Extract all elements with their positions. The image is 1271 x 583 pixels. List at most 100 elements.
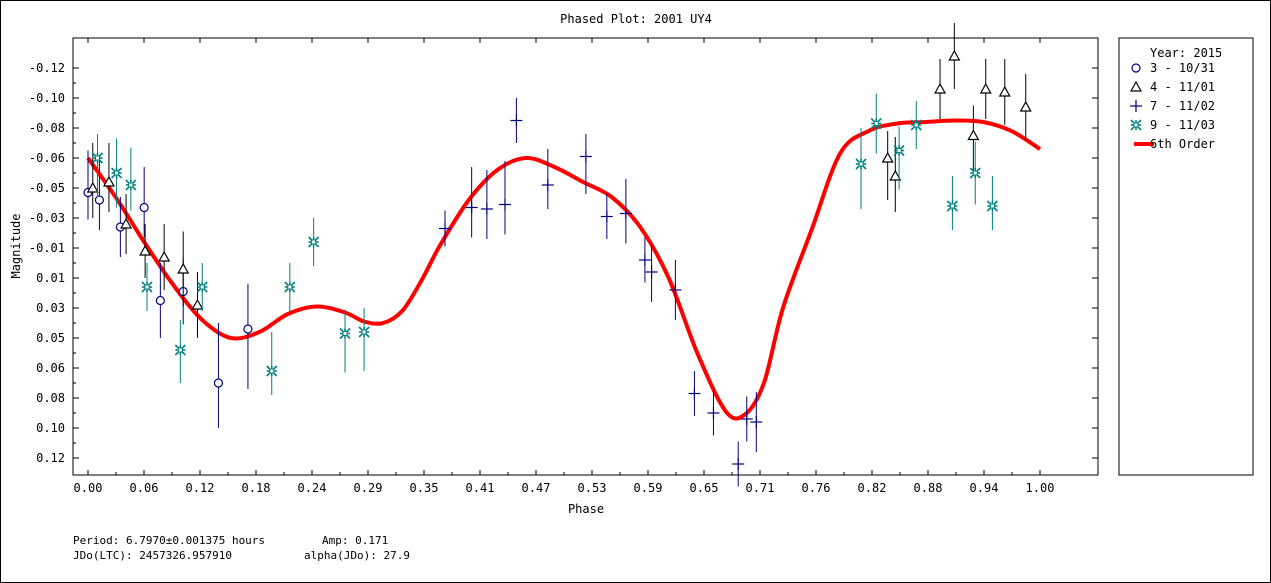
triangle-marker <box>158 250 171 262</box>
x-tick-label: 0.82 <box>858 481 887 495</box>
data-point-asterisk <box>91 152 104 164</box>
data-point-triangle <box>158 250 171 262</box>
y-tick-label: -0.08 <box>29 121 65 135</box>
data-point-plus <box>645 266 658 278</box>
triangle-marker <box>889 169 902 181</box>
data-point-asterisk <box>910 119 922 131</box>
data-point-asterisk <box>266 365 278 377</box>
legend: Year: 2015 3 - 10/31 4 - 11/01 7 - 11/02 9 … <box>1129 46 1222 151</box>
triangle-marker <box>102 175 115 187</box>
data-point-plus <box>688 387 701 400</box>
ast-core <box>989 203 995 209</box>
data-point-triangle <box>881 151 894 163</box>
ast-core <box>342 331 348 336</box>
ast-core <box>144 284 150 290</box>
triangle-marker <box>139 244 152 256</box>
data-point-plus <box>465 201 478 214</box>
data-point-triangle <box>177 262 190 274</box>
plot-area <box>72 37 1099 476</box>
x-tick-label: 0.29 <box>354 481 383 495</box>
period-text: Period: 6.7970±0.001375 hours <box>73 534 266 547</box>
y-tick-label: 0.03 <box>36 301 65 315</box>
ast-core <box>361 329 367 335</box>
legend-entry-label: 6th Order <box>1150 137 1215 151</box>
x-tick-label: 0.00 <box>74 481 103 495</box>
data-point-plus <box>638 254 651 266</box>
axis-ticks: 0.00 0.06 0.12 0.18 0.24 0.29 0.35 0.41 0.47 0.53… <box>29 38 1098 495</box>
ast-core <box>949 203 955 209</box>
data-point-plus <box>740 413 753 425</box>
data-point-plus <box>541 179 554 191</box>
x-tick-label: 0.12 <box>186 481 215 495</box>
data-point-plus <box>600 210 613 223</box>
x-tick-label: 0.76 <box>802 481 831 495</box>
data-point-triangle <box>191 298 204 310</box>
data-point-asterisk <box>196 281 208 293</box>
alpha-text: alpha(JDo): 27.9 <box>304 549 410 562</box>
data-point-plus <box>480 203 493 215</box>
circle-marker <box>213 378 224 388</box>
y-tick-label: -0.12 <box>29 61 65 75</box>
data-point-circle <box>139 202 149 213</box>
data-point-asterisk <box>174 344 186 356</box>
data-point-triangle <box>979 82 992 94</box>
legend-entry-label: 3 - 10/31 <box>1150 61 1215 75</box>
legend-marker-plus <box>1130 100 1142 112</box>
data-point-triangle <box>86 181 99 193</box>
data-point-circle <box>94 195 105 205</box>
ast-core <box>114 170 120 176</box>
data-point-triangle <box>102 175 115 187</box>
legend-entry-label: 9 - 11/03 <box>1150 118 1215 132</box>
data-point-triangle <box>967 129 980 141</box>
data-point-plus <box>707 407 720 419</box>
data-point-asterisk <box>141 281 153 293</box>
legend-title: Year: 2015 <box>1150 46 1222 60</box>
x-tick-label: 0.06 <box>130 481 159 495</box>
data-point-triangle <box>948 49 961 61</box>
data-point-asterisk <box>125 179 137 191</box>
ast-core <box>128 182 134 188</box>
data-point-plus <box>750 416 763 428</box>
data-point-triangle <box>120 217 133 229</box>
ast-core <box>177 347 183 353</box>
data-point-triangle <box>998 85 1011 97</box>
triangle-marker <box>967 129 980 141</box>
triangle-marker <box>177 262 190 274</box>
data-point-asterisk <box>870 117 882 130</box>
x-tick-label: 0.41 <box>466 481 495 495</box>
x-axis-label: Phase <box>568 502 604 516</box>
data-point-plus <box>498 198 511 211</box>
triangle-marker <box>998 85 1011 97</box>
data-point-plus <box>732 458 745 470</box>
x-tick-label: 0.59 <box>634 481 663 495</box>
data-point-triangle <box>934 82 947 94</box>
x-tick-label: 0.35 <box>410 481 439 495</box>
y-tick-label: 0.06 <box>36 361 65 375</box>
ast-core <box>858 161 864 167</box>
x-tick-label: 0.65 <box>690 481 719 495</box>
x-tick-label: 0.24 <box>298 481 327 495</box>
ast-core <box>972 170 978 176</box>
y-tick-label: 0.10 <box>36 421 65 435</box>
y-tick-label: 0.01 <box>36 271 65 285</box>
y-tick-label: -0.05 <box>29 181 65 195</box>
ast-core <box>1133 122 1139 128</box>
x-tick-label: 0.94 <box>970 481 999 495</box>
ast-core <box>287 284 293 290</box>
x-tick-label: 1.00 <box>1026 481 1055 495</box>
data-point-plus <box>510 114 523 127</box>
x-tick-label: 0.18 <box>242 481 271 495</box>
circle-marker <box>139 202 149 213</box>
x-tick-label: 0.53 <box>578 481 607 495</box>
y-tick-label: -0.01 <box>29 241 65 255</box>
data-point-plus <box>619 207 632 220</box>
ast-core <box>896 148 902 153</box>
data-point-asterisk <box>308 236 320 248</box>
legend-marker-asterisk <box>1130 119 1142 131</box>
x-tick-label: 0.47 <box>522 481 551 495</box>
circle-marker <box>155 295 165 306</box>
data-point-asterisk <box>110 167 123 179</box>
data-point-triangle <box>1019 100 1032 112</box>
triangle-marker <box>934 82 947 94</box>
legend-marker-triangle <box>1129 80 1143 92</box>
